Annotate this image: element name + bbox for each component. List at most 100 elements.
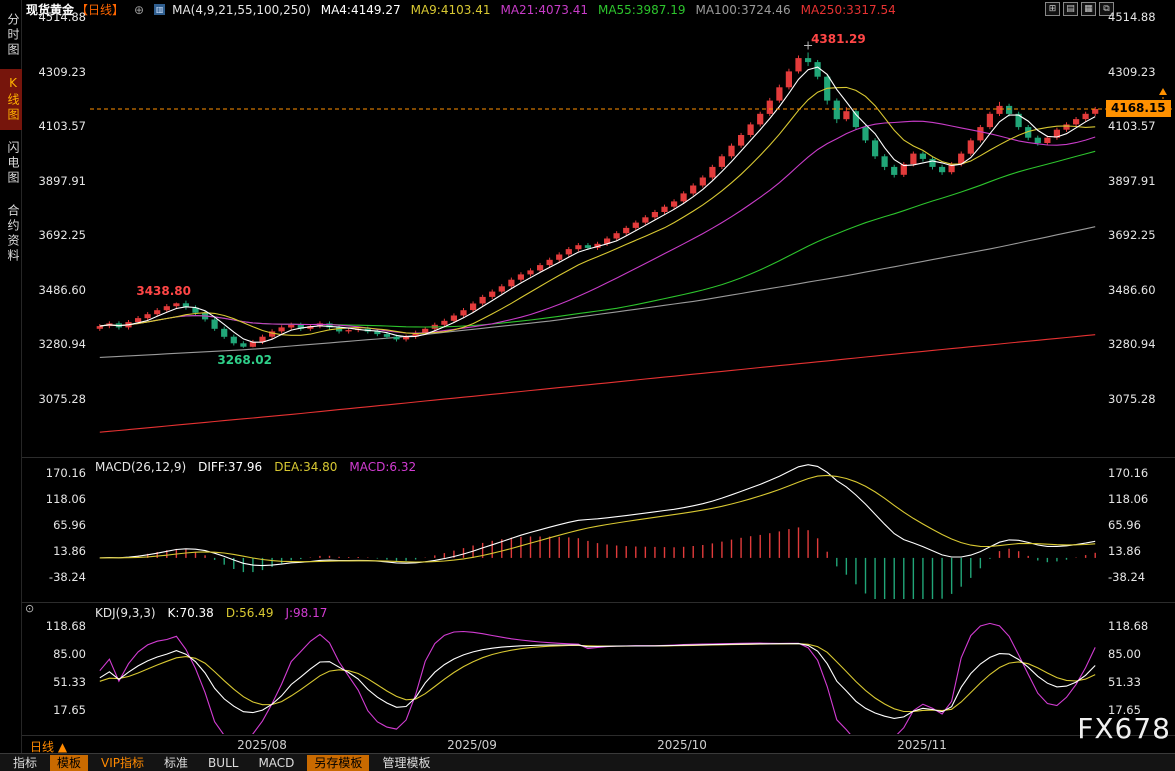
- candle-body: [910, 153, 917, 165]
- peak-cross-marker: [804, 41, 813, 50]
- candle-body: [307, 326, 314, 329]
- toolbar-item-vip-indicator[interactable]: VIP指标: [101, 755, 145, 770]
- candle-body: [546, 259, 553, 266]
- x-axis-label: 2025/08: [237, 738, 287, 752]
- candle-body: [986, 113, 993, 128]
- candle-body: [422, 328, 429, 333]
- kdj-panel: [99, 622, 1096, 734]
- sidebar: 分时图 K线图闪电图合约资料: [0, 0, 22, 771]
- candle-body: [278, 327, 285, 332]
- layout-windows-icon[interactable]: ⧉: [1099, 2, 1114, 16]
- candle-body: [249, 342, 256, 347]
- candle-body: [1006, 105, 1013, 114]
- candle-body: [852, 111, 859, 128]
- d-line: [99, 643, 1096, 713]
- macd-panel: [99, 464, 1096, 599]
- toolbar-item-bull[interactable]: BULL: [208, 755, 239, 770]
- x-axis-label: 2025/09: [447, 738, 497, 752]
- candle-body: [374, 331, 381, 335]
- toolbar-item-save-template[interactable]: 另存模板: [307, 754, 370, 771]
- candle-body: [345, 330, 352, 332]
- layout-grid-icon[interactable]: ⊞: [1045, 2, 1060, 16]
- candle-body: [929, 158, 936, 167]
- expand-icon[interactable]: ⊕: [134, 2, 145, 17]
- candle-body: [297, 324, 304, 329]
- ma-settings-icon[interactable]: ▥: [154, 4, 166, 15]
- candle-body: [221, 328, 228, 337]
- candle-body: [718, 156, 725, 167]
- sidebar-item-kline[interactable]: K线图: [0, 69, 22, 130]
- candle-body: [891, 166, 898, 175]
- candle-body: [747, 124, 754, 135]
- candle-body: [814, 62, 821, 77]
- candle-body: [958, 153, 965, 165]
- candle-body: [144, 314, 151, 319]
- candle-body: [479, 296, 486, 304]
- candle-body: [690, 185, 697, 194]
- candle-body: [728, 145, 735, 157]
- candle-body: [211, 319, 218, 329]
- candle-body: [1092, 109, 1099, 114]
- candle-body: [671, 201, 678, 207]
- toolbar-item-indicator[interactable]: 指标: [13, 755, 38, 770]
- candle-body: [450, 315, 457, 321]
- ma-value-4: MA100:3724.46: [695, 2, 791, 17]
- candle-body: [154, 310, 161, 315]
- period-indicator[interactable]: 日线 ▲: [30, 740, 68, 754]
- candle-body: [173, 303, 180, 307]
- candle-body: [182, 303, 189, 308]
- candle-body: [1015, 113, 1022, 128]
- candle-body: [259, 336, 266, 342]
- toolbar-item-standard[interactable]: 标准: [164, 755, 189, 770]
- candle-body: [632, 222, 639, 228]
- candle-body: [709, 166, 716, 178]
- candle-body: [738, 135, 745, 146]
- candle-body: [556, 254, 563, 260]
- candle-body: [776, 87, 783, 101]
- candle-body: [230, 336, 237, 344]
- candle-body: [939, 166, 946, 173]
- candle-body: [460, 310, 467, 316]
- sidebar-item-timeshare[interactable]: 分时图: [6, 13, 20, 58]
- candle-body: [948, 164, 955, 173]
- candle-body: [565, 249, 572, 255]
- sidebar-item-flash[interactable]: 闪电图: [6, 141, 20, 186]
- toolbar-item-manage-template[interactable]: 管理模板: [382, 755, 431, 770]
- candle-body: [785, 71, 792, 88]
- candle-body: [240, 343, 247, 347]
- candle-body: [604, 238, 611, 244]
- layout-chart-icon[interactable]: ▦: [1081, 2, 1096, 16]
- candle-body: [862, 127, 869, 141]
- panel-toggle-icon[interactable]: ⊙: [25, 602, 35, 615]
- candle-body: [1073, 119, 1080, 125]
- candle-body: [412, 332, 419, 337]
- j-line: [99, 622, 1096, 734]
- ma4-line: [99, 66, 1096, 343]
- main-price-panel: [96, 52, 1099, 433]
- candle-body: [517, 274, 524, 280]
- toolbar-item-macd[interactable]: MACD: [258, 755, 295, 770]
- candle-body: [594, 243, 601, 248]
- ma-value-1: MA9:4103.41: [410, 2, 491, 17]
- candle-body: [757, 113, 764, 125]
- candle-body: [881, 156, 888, 167]
- candle-body: [872, 140, 879, 157]
- diff-line: [99, 464, 1096, 567]
- toolbar-item-template[interactable]: 模板: [50, 754, 89, 771]
- candle-body: [900, 164, 907, 175]
- candle-body: [795, 58, 802, 72]
- sidebar-item-contract[interactable]: 合约资料: [6, 204, 20, 264]
- candle-body: [288, 324, 295, 328]
- candle-body: [326, 323, 333, 328]
- candle-body: [642, 217, 649, 223]
- layout-list-icon[interactable]: ▤: [1063, 2, 1078, 16]
- price-arrow-icon: [1159, 88, 1167, 96]
- candle-body: [967, 140, 974, 154]
- ma100-line: [99, 226, 1096, 358]
- candle-body: [919, 153, 926, 159]
- candle-body: [843, 111, 850, 120]
- symbol-name: 现货黄金: [26, 3, 75, 17]
- candle-body: [805, 58, 812, 63]
- candle-body: [1044, 137, 1051, 143]
